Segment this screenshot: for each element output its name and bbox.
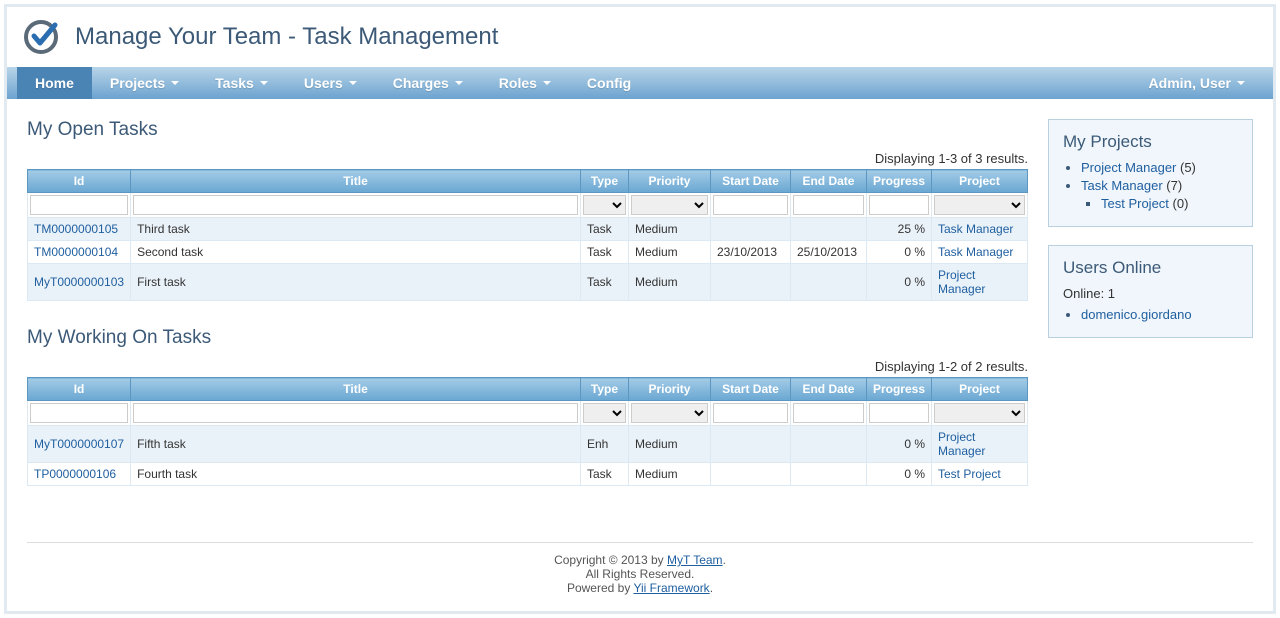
filter-input[interactable] — [793, 195, 864, 215]
col-header[interactable]: Start Date — [710, 378, 790, 401]
col-header[interactable]: Priority — [628, 170, 710, 193]
filter-select[interactable] — [934, 403, 1025, 423]
filter-input[interactable] — [869, 403, 929, 423]
col-header[interactable]: Progress — [866, 378, 931, 401]
nav-list-right: Admin, User — [1131, 67, 1263, 99]
footer-framework-link[interactable]: Yii Framework — [633, 581, 709, 595]
table-row: TM0000000104Second taskTaskMedium23/10/2… — [28, 241, 1028, 264]
project-item: Project Manager (5) — [1081, 160, 1238, 175]
col-header[interactable]: End Date — [790, 170, 866, 193]
col-header[interactable]: Type — [580, 378, 628, 401]
nav-item-home[interactable]: Home — [17, 67, 92, 99]
nav-item-charges[interactable]: Charges — [375, 67, 481, 99]
working-tasks-table: IdTitleTypePriorityStart DateEnd DatePro… — [27, 377, 1028, 486]
online-users-list: domenico.giordano — [1063, 307, 1238, 322]
filter-select[interactable] — [583, 403, 626, 423]
page-title: Manage Your Team - Task Management — [75, 23, 498, 51]
cell-link[interactable]: Project Manager — [938, 268, 985, 296]
chevron-down-icon — [543, 81, 551, 85]
user-menu[interactable]: Admin, User — [1131, 67, 1263, 99]
cell-link[interactable]: Project Manager — [938, 430, 985, 458]
cell-link[interactable]: TM0000000105 — [34, 222, 118, 236]
app-logo — [21, 17, 61, 57]
users-online-title: Users Online — [1063, 258, 1238, 278]
chevron-down-icon — [171, 81, 179, 85]
col-header[interactable]: End Date — [790, 378, 866, 401]
main-nav: HomeProjectsTasksUsersChargesRolesConfig… — [7, 67, 1273, 99]
filter-input[interactable] — [793, 403, 864, 423]
nav-item-tasks[interactable]: Tasks — [197, 67, 286, 99]
nav-item-projects[interactable]: Projects — [92, 67, 197, 99]
filter-select[interactable] — [631, 195, 708, 215]
open-tasks-title: My Open Tasks — [27, 119, 1028, 141]
nav-item-users[interactable]: Users — [286, 67, 375, 99]
project-item: Task Manager (7)Test Project (0) — [1081, 178, 1238, 211]
chevron-down-icon — [455, 81, 463, 85]
col-header[interactable]: Start Date — [710, 170, 790, 193]
col-header[interactable]: Id — [28, 378, 131, 401]
cell-link[interactable]: MyT0000000103 — [34, 275, 124, 289]
my-projects-title: My Projects — [1063, 132, 1238, 152]
footer: Copyright © 2013 by MyT Team. All Rights… — [27, 542, 1253, 611]
table-row: TM0000000105Third taskTaskMedium25 %Task… — [28, 218, 1028, 241]
working-tasks-section: My Working On Tasks Displaying 1-2 of 2 … — [27, 327, 1028, 486]
open-tasks-table: IdTitleTypePriorityStart DateEnd DatePro… — [27, 169, 1028, 301]
header: Manage Your Team - Task Management — [7, 7, 1273, 67]
filter-select[interactable] — [631, 403, 708, 423]
my-projects-list: Project Manager (5) Task Manager (7)Test … — [1063, 160, 1238, 211]
users-online-box: Users Online Online: 1 domenico.giordano — [1048, 245, 1253, 338]
chevron-down-icon — [1237, 81, 1245, 85]
cell-link[interactable]: MyT0000000107 — [34, 437, 124, 451]
open-tasks-summary: Displaying 1-3 of 3 results. — [27, 151, 1028, 166]
project-link[interactable]: Project Manager — [1081, 160, 1176, 175]
filter-input[interactable] — [869, 195, 929, 215]
filter-input[interactable] — [133, 195, 578, 215]
col-header[interactable]: Id — [28, 170, 131, 193]
nav-list-left: HomeProjectsTasksUsersChargesRolesConfig — [17, 67, 649, 99]
cell-link[interactable]: Task Manager — [938, 222, 1013, 236]
online-user: domenico.giordano — [1081, 307, 1238, 322]
col-header[interactable]: Priority — [628, 378, 710, 401]
cell-link[interactable]: Task Manager — [938, 245, 1013, 259]
cell-link[interactable]: TM0000000104 — [34, 245, 118, 259]
project-link[interactable]: Task Manager — [1081, 178, 1163, 193]
chevron-down-icon — [349, 81, 357, 85]
col-header[interactable]: Project — [932, 378, 1028, 401]
table-row: TP0000000106Fourth taskTaskMedium0 %Test… — [28, 463, 1028, 486]
project-item: Test Project (0) — [1101, 196, 1238, 211]
col-header[interactable]: Progress — [866, 170, 931, 193]
filter-input[interactable] — [30, 195, 128, 215]
col-header[interactable]: Type — [580, 170, 628, 193]
footer-team-link[interactable]: MyT Team — [667, 553, 723, 567]
col-header[interactable]: Title — [131, 170, 581, 193]
online-user-link[interactable]: domenico.giordano — [1081, 307, 1192, 322]
col-header[interactable]: Project — [932, 170, 1028, 193]
col-header[interactable]: Title — [131, 378, 581, 401]
project-link[interactable]: Test Project — [1101, 196, 1169, 211]
filter-input[interactable] — [133, 403, 578, 423]
filter-input[interactable] — [713, 195, 788, 215]
filter-input[interactable] — [713, 403, 788, 423]
cell-link[interactable]: Test Project — [938, 467, 1001, 481]
filter-input[interactable] — [30, 403, 128, 423]
filter-select[interactable] — [583, 195, 626, 215]
table-row: MyT0000000103First taskTaskMedium0 %Proj… — [28, 264, 1028, 301]
open-tasks-section: My Open Tasks Displaying 1-3 of 3 result… — [27, 119, 1028, 301]
nav-item-roles[interactable]: Roles — [481, 67, 569, 99]
chevron-down-icon — [260, 81, 268, 85]
working-tasks-summary: Displaying 1-2 of 2 results. — [27, 359, 1028, 374]
cell-link[interactable]: TP0000000106 — [34, 467, 116, 481]
nav-item-config[interactable]: Config — [569, 67, 649, 99]
working-tasks-title: My Working On Tasks — [27, 327, 1028, 349]
online-count: Online: 1 — [1063, 286, 1238, 301]
my-projects-box: My Projects Project Manager (5) Task Mana… — [1048, 119, 1253, 227]
table-row: MyT0000000107Fifth taskEnhMedium0 %Proje… — [28, 426, 1028, 463]
filter-select[interactable] — [934, 195, 1025, 215]
